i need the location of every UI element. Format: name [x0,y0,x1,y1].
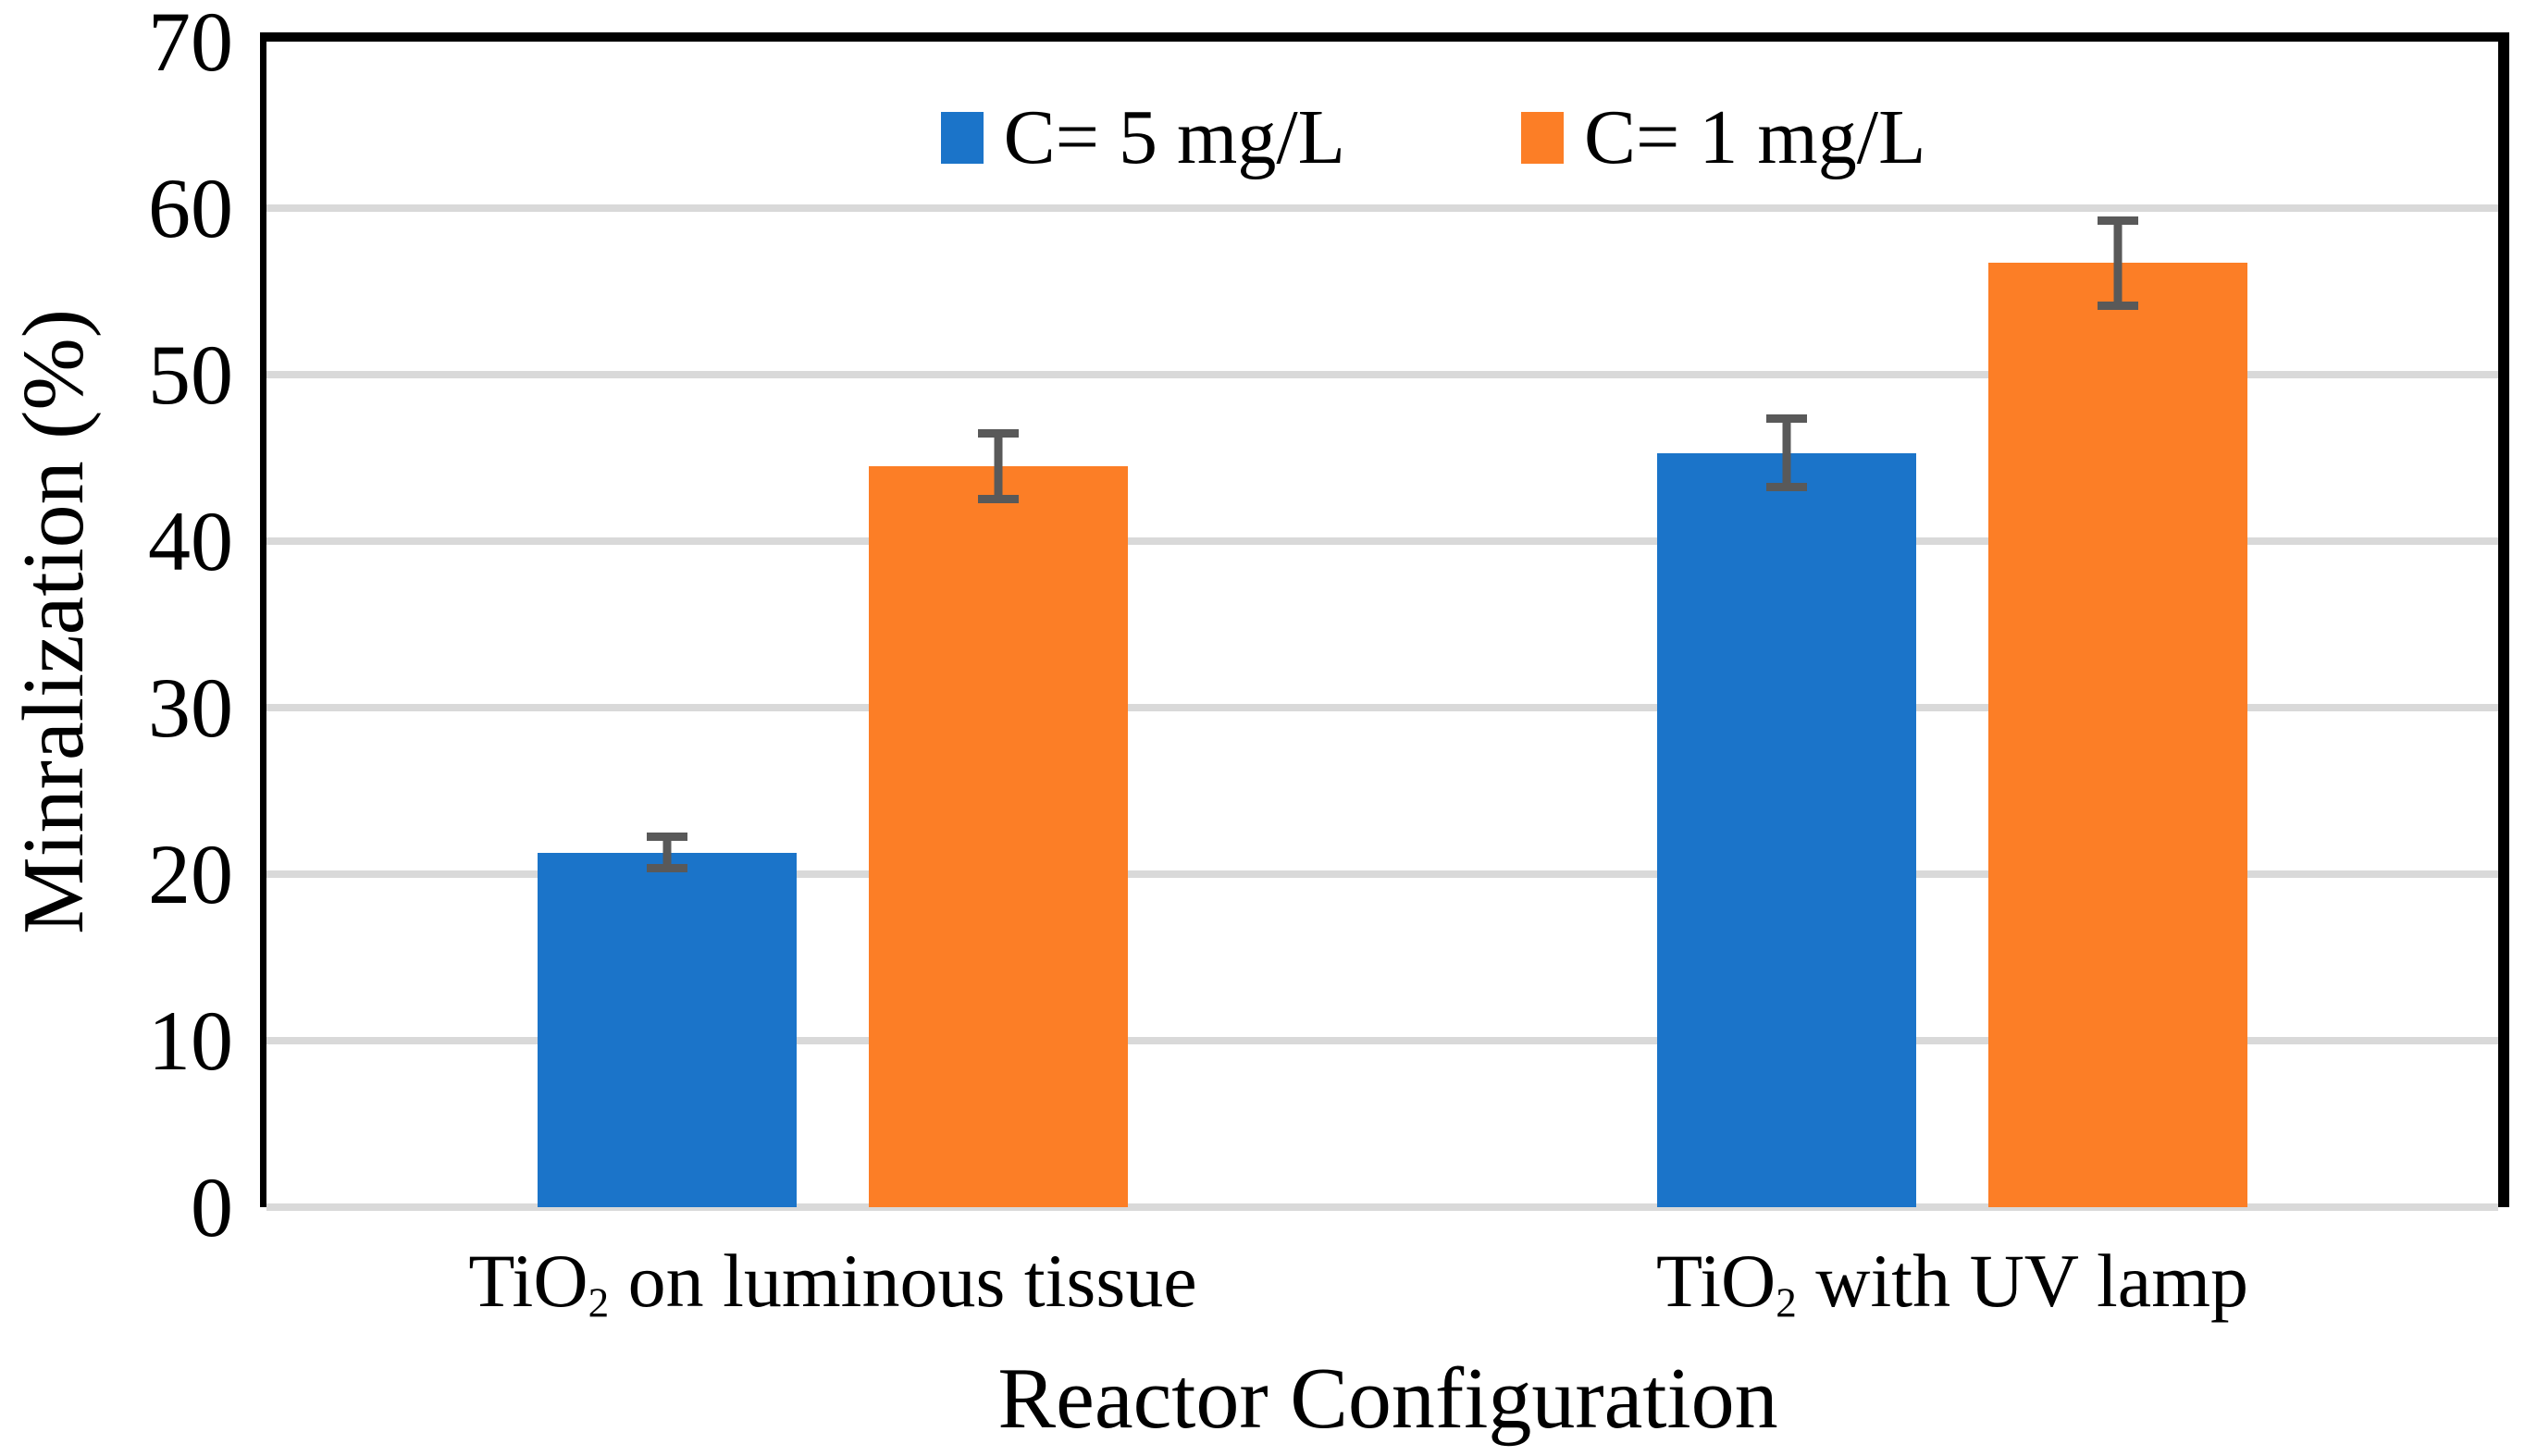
error-bar-stem [2113,216,2123,310]
error-bar-cap [2098,216,2138,225]
y-tick-label: 30 [148,660,233,755]
error-bar-cap [1766,482,1807,491]
gridline [266,1037,2498,1044]
y-tick-label: 60 [148,161,233,255]
legend-label-c5: C= 5 mg/L [1003,94,1345,180]
legend-swatch-c1-icon [1521,112,1564,164]
x-category-label-luminous-tissue: TiO2 on luminous tissue [468,1238,1196,1326]
category-subscript: 2 [1776,1279,1797,1326]
legend-item-c5: C= 5 mg/L [940,94,1345,180]
error-bar-stem [994,429,1003,503]
bar-series1-cat0 [869,466,1128,1207]
error-bar-series1-cat0 [978,429,1019,503]
error-bar-series1-cat1 [2098,216,2138,310]
y-tick-label: 0 [191,1160,233,1254]
x-axis-title: Reactor Configuration [997,1351,1778,1447]
error-bar-cap [2098,301,2138,310]
bar-series0-cat0 [538,852,797,1207]
y-tick-label: 10 [148,993,233,1088]
category-text: TiO [1656,1239,1776,1323]
legend-item-c1: C= 1 mg/L [1521,99,1925,177]
legend: C= 5 mg/L C= 1 mg/L [317,99,2525,177]
y-tick-label: 70 [148,0,233,89]
bar-series0-cat1 [1657,452,1916,1207]
error-bar-series0-cat0 [647,833,687,873]
category-subscript: 2 [588,1279,610,1326]
category-text: with UV lamp [1796,1239,2248,1323]
gridline [266,704,2498,711]
gridline [266,537,2498,545]
plot-area: C= 5 mg/L C= 1 mg/L [260,32,2509,1211]
gridline [266,371,2498,378]
gridline [266,204,2498,212]
error-bar-cap [1766,414,1807,424]
gridline [266,870,2498,878]
error-bar-cap [647,864,687,873]
y-tick-label: 40 [148,494,233,588]
x-category-label-uv-lamp: TiO2 with UV lamp [1656,1238,2248,1326]
error-bar-cap [978,494,1019,503]
legend-swatch-c5-icon [940,112,984,164]
x-axis-baseline [266,1203,2498,1211]
category-text: on luminous tissue [609,1239,1197,1323]
error-bar-cap [647,833,687,841]
bar-series1-cat1 [1988,263,2247,1207]
category-text: TiO [468,1239,588,1323]
error-bar-stem [662,833,672,873]
error-bar-cap [978,429,1019,438]
error-bar-stem [1782,414,1791,491]
error-bar-series0-cat1 [1766,414,1807,491]
y-tick-label: 50 [148,327,233,422]
y-tick-label: 20 [148,827,233,921]
legend-label-c1: C= 1 mg/L [1584,94,1926,180]
